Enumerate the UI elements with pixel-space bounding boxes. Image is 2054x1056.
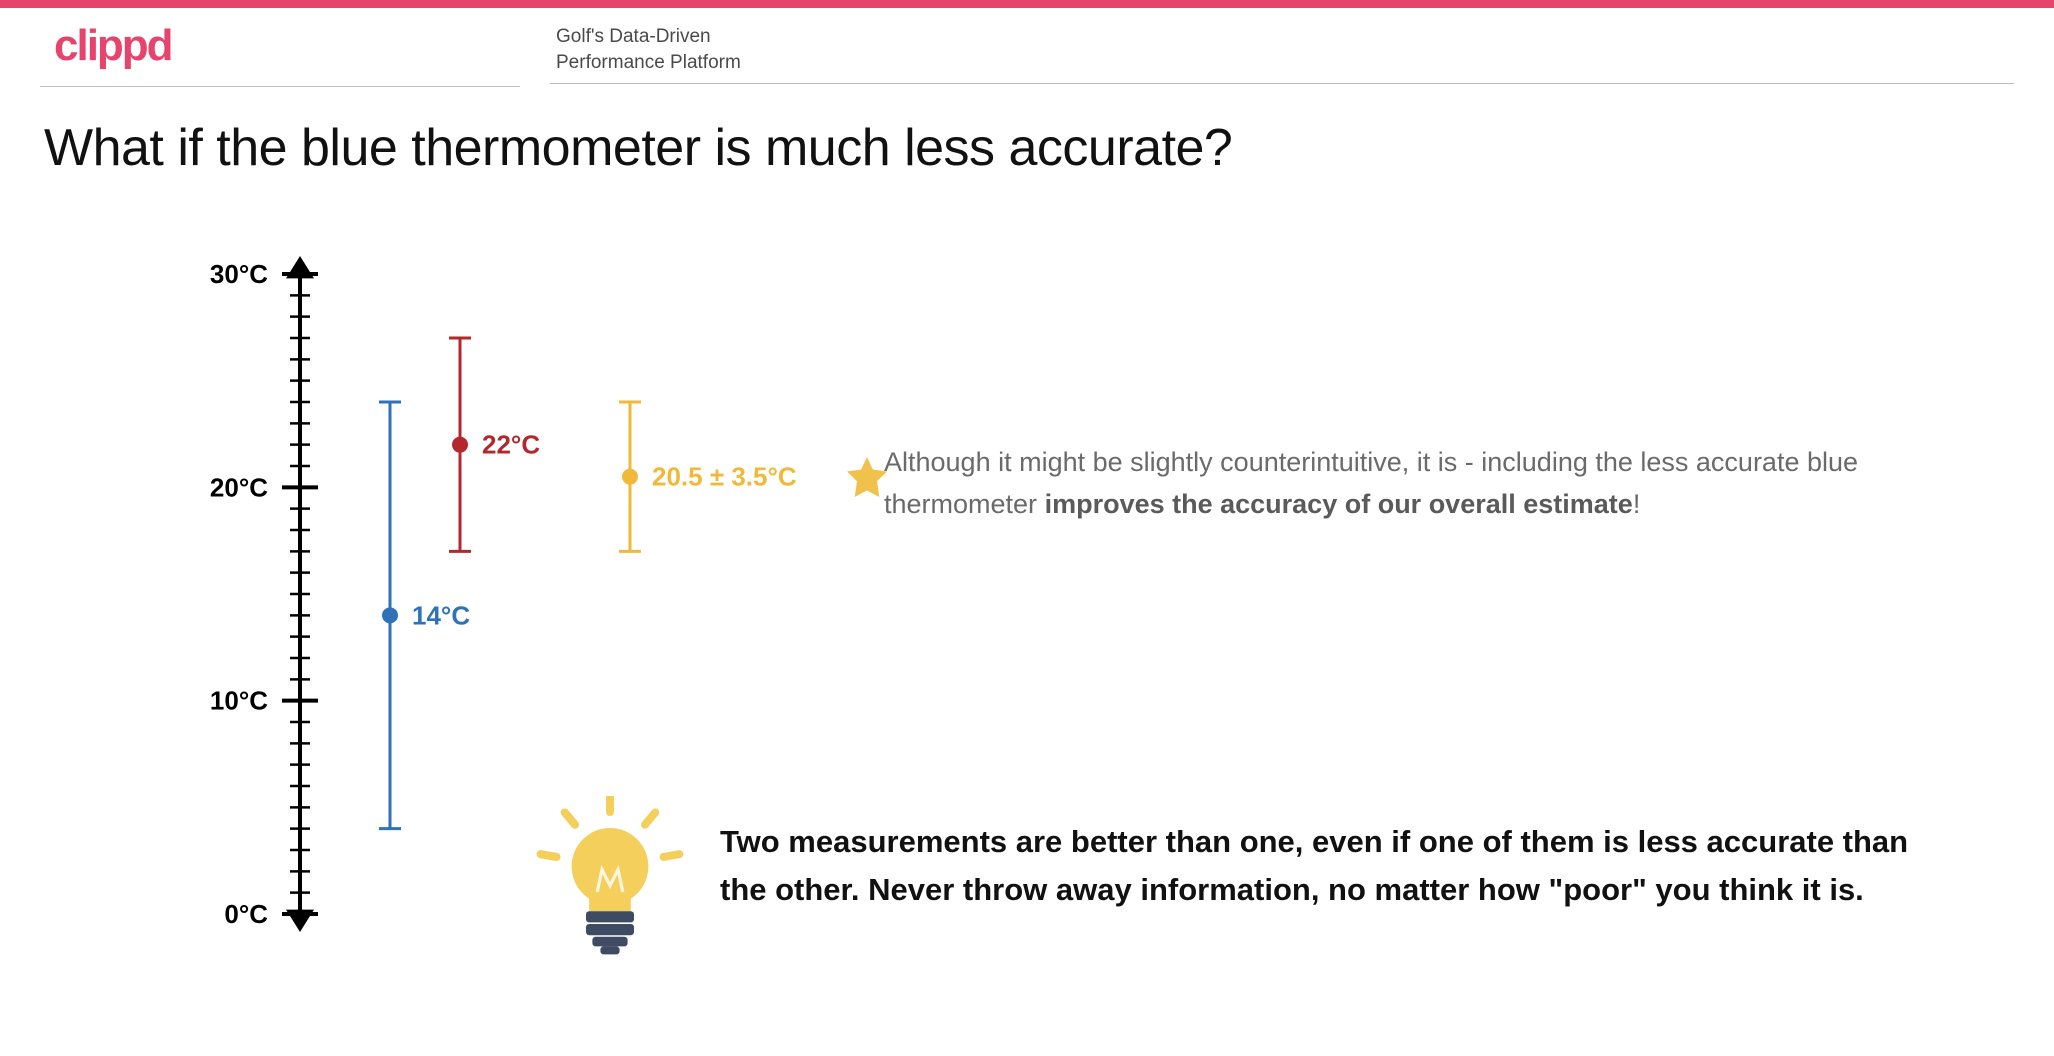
tagline-line2: Performance Platform — [550, 50, 2014, 76]
svg-text:10°C: 10°C — [210, 686, 268, 716]
header: clippd Golf's Data-Driven Performance Pl… — [40, 24, 2014, 84]
takeaway-text: Two measurements are better than one, ev… — [720, 818, 1920, 914]
svg-text:30°C: 30°C — [210, 259, 268, 289]
svg-text:22°C: 22°C — [482, 430, 540, 460]
explanation-paragraph: Although it might be slightly counterint… — [884, 442, 1864, 526]
svg-text:14°C: 14°C — [412, 600, 470, 630]
brand-topbar — [0, 0, 2054, 8]
lightbulb-svg — [530, 796, 690, 956]
svg-text:20.5 ± 3.5°C: 20.5 ± 3.5°C — [652, 462, 797, 492]
brand-logo: clippd — [40, 24, 520, 78]
tagline-line1: Golf's Data-Driven — [550, 24, 2014, 50]
page-title: What if the blue thermometer is much les… — [44, 118, 1232, 178]
logo-container: clippd — [40, 24, 520, 87]
lightbulb-icon — [530, 796, 690, 956]
para-bold: improves the accuracy of our overall est… — [1045, 489, 1633, 519]
para-post: ! — [1633, 489, 1641, 519]
svg-text:0°C: 0°C — [224, 899, 268, 929]
svg-text:20°C: 20°C — [210, 472, 268, 502]
tagline-container: Golf's Data-Driven Performance Platform — [550, 24, 2014, 84]
